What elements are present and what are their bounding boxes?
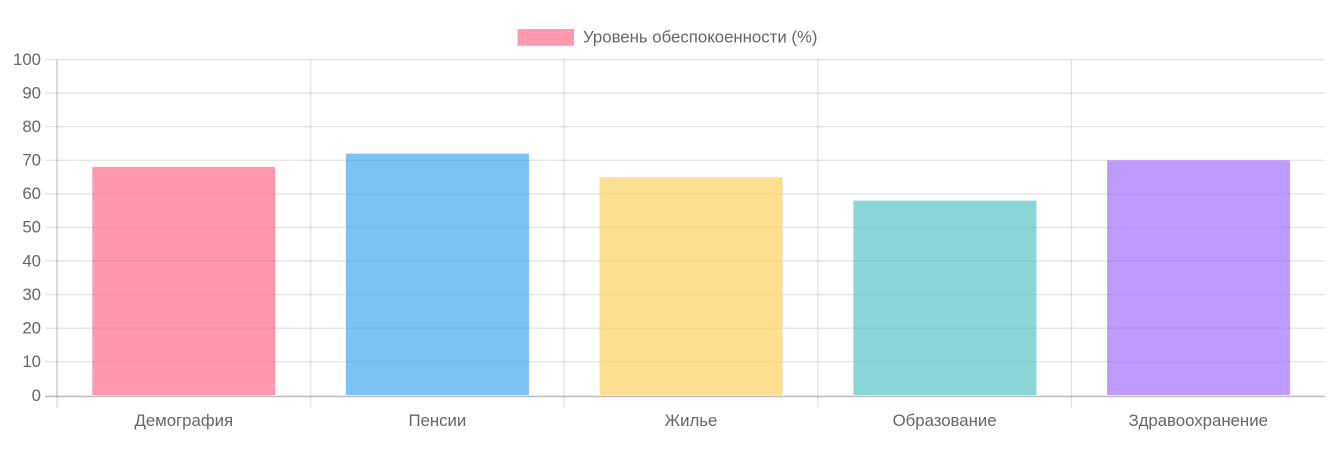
svg-text:0: 0 (32, 386, 41, 405)
svg-text:20: 20 (22, 319, 41, 338)
svg-text:Здравоохранение: Здравоохранение (1128, 411, 1267, 430)
svg-text:40: 40 (22, 251, 41, 270)
svg-text:Пенсии: Пенсии (408, 411, 466, 430)
svg-text:Жилье: Жилье (665, 411, 718, 430)
svg-text:70: 70 (22, 151, 41, 170)
svg-text:80: 80 (22, 117, 41, 136)
svg-text:Демография: Демография (134, 411, 233, 430)
svg-text:10: 10 (22, 352, 41, 371)
svg-text:90: 90 (22, 84, 41, 103)
svg-text:30: 30 (22, 285, 41, 304)
svg-text:100: 100 (13, 50, 41, 69)
svg-text:60: 60 (22, 184, 41, 203)
svg-text:Образование: Образование (893, 411, 997, 430)
svg-text:50: 50 (22, 218, 41, 237)
svg-text:Уровень обеспокоенности (%): Уровень обеспокоенности (%) (583, 27, 817, 46)
